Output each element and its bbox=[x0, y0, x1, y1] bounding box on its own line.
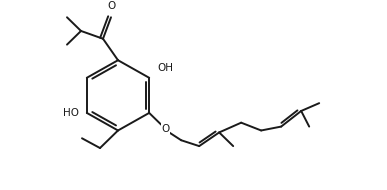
Text: OH: OH bbox=[157, 63, 173, 73]
Text: HO: HO bbox=[63, 108, 79, 118]
Text: O: O bbox=[107, 2, 115, 11]
Text: O: O bbox=[161, 124, 169, 134]
